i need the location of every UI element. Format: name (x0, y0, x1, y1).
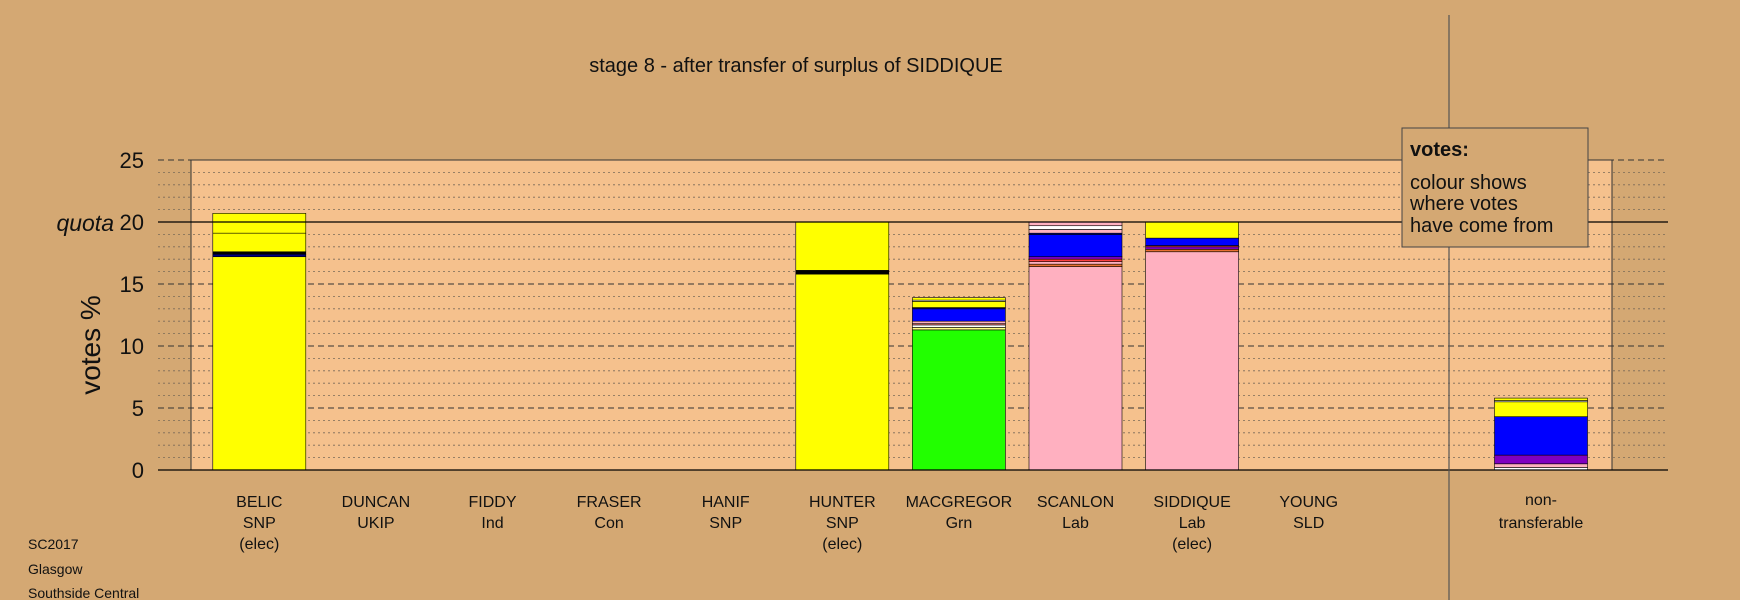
plot-background (190, 159, 1613, 471)
bar-segment (212, 232, 307, 253)
bar-segment (1028, 229, 1123, 234)
bar-segment (1145, 237, 1239, 246)
candidate-name: FRASER (577, 494, 642, 511)
bar-segment (912, 320, 1006, 324)
bar-segment (1028, 258, 1123, 262)
candidate-party: SLD (1293, 515, 1324, 532)
bar-segment (1494, 463, 1588, 468)
bar-segment (1145, 251, 1239, 471)
candidate-party: Lab (1179, 515, 1206, 532)
plot-area (190, 159, 1613, 471)
bar-segment (912, 327, 1006, 331)
footer-line: Glasgow (28, 561, 83, 577)
candidate-party: Con (594, 515, 623, 532)
y-tick-label: 5 (132, 396, 144, 421)
quota-label: quota (56, 210, 114, 236)
footer-line: SC2017 (28, 536, 79, 552)
bar-segment (212, 256, 307, 471)
candidate-name: SCANLON (1037, 494, 1114, 511)
bars (212, 213, 1588, 471)
bar-segment (1028, 261, 1123, 265)
bar-segment (1145, 246, 1239, 250)
elected-note: (elec) (822, 536, 862, 553)
nontransferable-label: non- (1525, 492, 1557, 509)
bar-segment (912, 324, 1006, 328)
candidate-name: YOUNG (1279, 494, 1338, 511)
candidate-party: Lab (1062, 515, 1089, 532)
bar-segment (912, 301, 1006, 308)
bar-segment (212, 213, 307, 234)
candidate-name: MACGREGOR (906, 494, 1013, 511)
chart-title: stage 8 - after transfer of surplus of S… (589, 55, 1003, 77)
legend-title: votes: (1410, 139, 1469, 161)
elected-note: (elec) (239, 536, 279, 553)
candidate-party: Ind (481, 515, 503, 532)
x-labels: BELIC SNP (elec) DUNCAN UKIP FIDDY Ind FRASER Co… (236, 492, 1583, 553)
bar-segment (1494, 454, 1588, 465)
legend-box: votes: colour shows where votes have com… (1401, 127, 1589, 248)
y-tick-label: 15 (120, 272, 144, 297)
bar-segment (912, 308, 1006, 322)
candidate-party: SNP (709, 515, 742, 532)
bar-segment (795, 273, 890, 471)
legend-line: colour shows (1410, 172, 1527, 194)
bar-segment (912, 329, 1006, 471)
footer-line: Southside Central (28, 585, 139, 600)
bar-segment (1494, 401, 1588, 417)
y-tick-label: 10 (120, 334, 144, 359)
candidate-party: SNP (826, 515, 859, 532)
legend-line: have come from (1410, 215, 1553, 237)
candidate-party: SNP (243, 515, 276, 532)
y-tick-label: 0 (132, 458, 144, 483)
bar-segment (1494, 397, 1588, 401)
candidate-name: DUNCAN (342, 494, 410, 511)
candidate-party: Grn (946, 515, 973, 532)
y-tick-label: 20 (120, 210, 144, 235)
candidate-name: BELIC (236, 494, 282, 511)
bar-segment (1494, 416, 1588, 456)
bar-segment (912, 297, 1006, 301)
bar-segment (1028, 234, 1123, 258)
y-tick-label: 25 (120, 148, 144, 173)
bar-segment (1145, 248, 1239, 253)
candidate-name: HANIF (702, 494, 750, 511)
bar-segment (795, 221, 890, 271)
bar-segment (1028, 266, 1123, 471)
bar-segment (212, 253, 307, 258)
legend-line: where votes (1409, 193, 1518, 215)
bar-segment (1028, 256, 1123, 260)
bar-segment (1028, 225, 1123, 230)
bar-segment (1028, 263, 1123, 267)
bar-segment (212, 251, 307, 255)
candidate-name: FIDDY (469, 494, 517, 511)
y-axis-title: votes % (75, 295, 106, 395)
candidate-name: HUNTER (809, 494, 876, 511)
candidate-name: SIDDIQUE (1153, 494, 1230, 511)
nontransferable-label: transferable (1499, 515, 1584, 532)
candidate-party: UKIP (357, 515, 394, 532)
bar-segment (1145, 221, 1239, 239)
bar-segment (795, 270, 890, 275)
elected-note: (elec) (1172, 536, 1212, 553)
